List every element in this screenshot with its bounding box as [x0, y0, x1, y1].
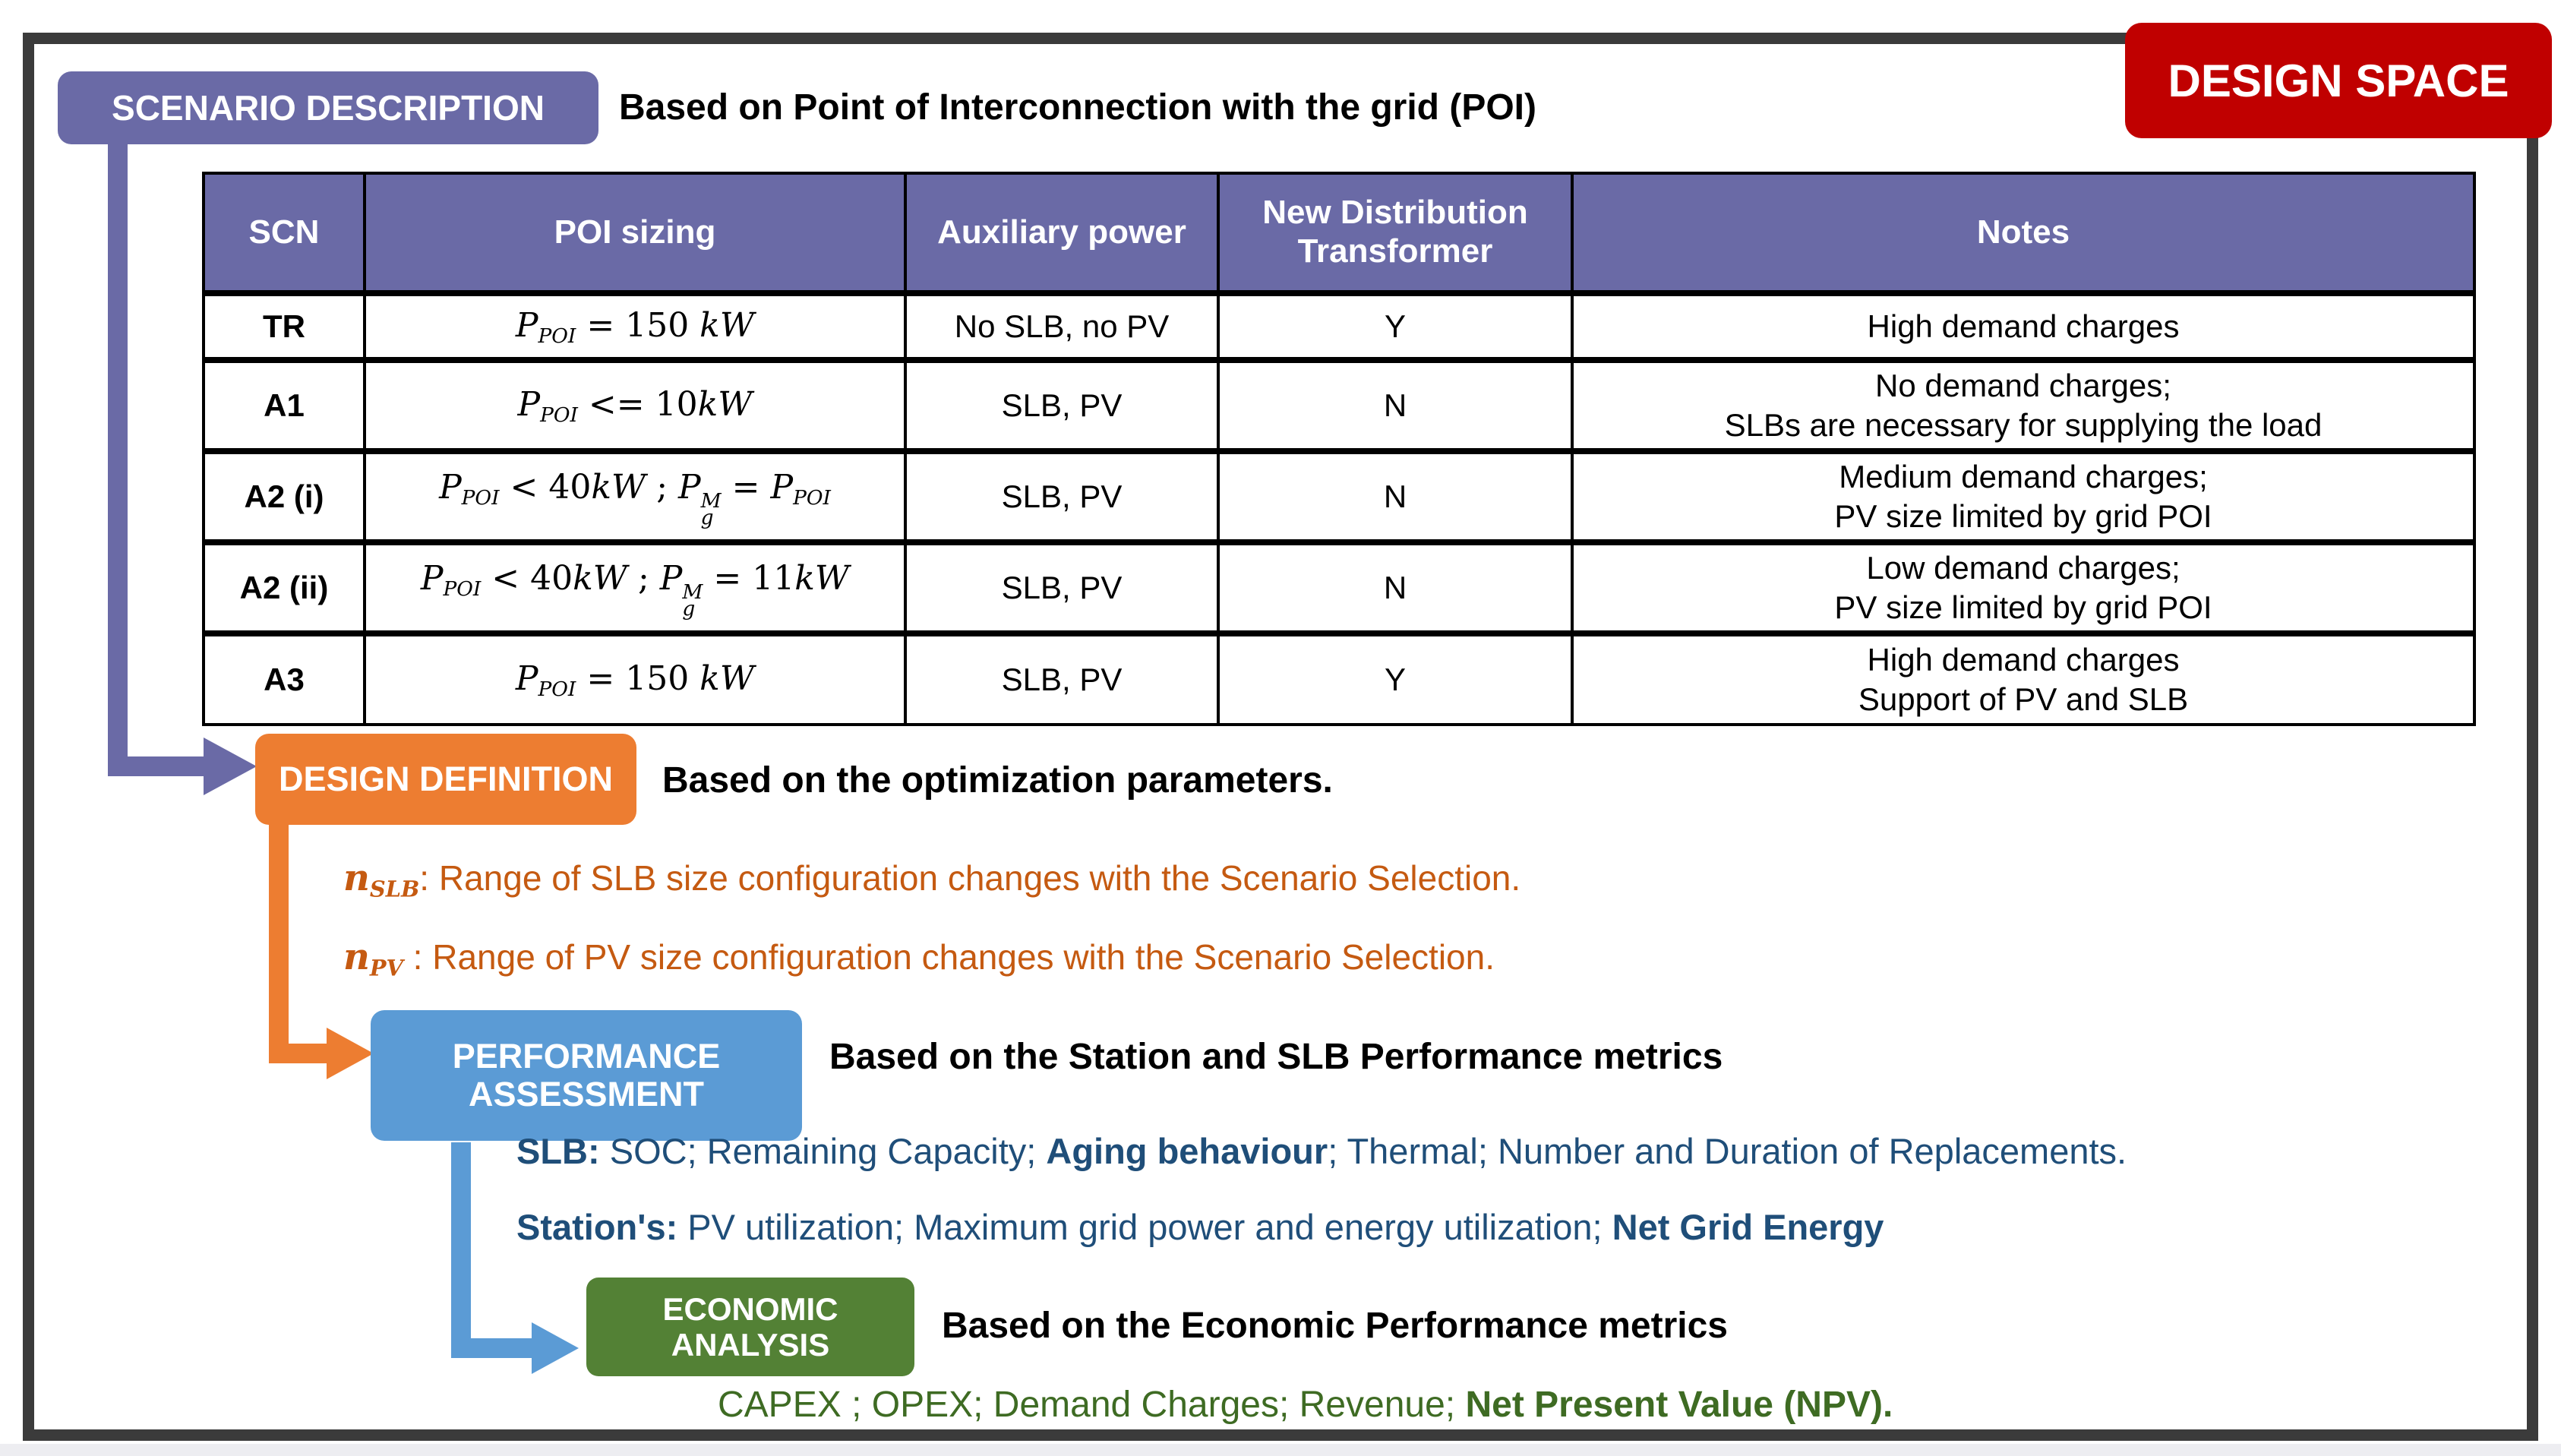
- connector-design-performance-horizontal: [269, 1044, 327, 1063]
- header-poi-sizing: POI sizing: [363, 172, 907, 295]
- connector-scenario-design-vertical: [108, 144, 128, 776]
- screen-bottom-strip: [0, 1444, 2561, 1456]
- performance-label-line2: ASSESSMENT: [468, 1075, 705, 1113]
- cell-auxiliary-power: SLB, PV: [904, 358, 1220, 453]
- header-new-distribution-transformer: New Distribution Transformer: [1217, 172, 1574, 295]
- slb-metrics-line: SLB: SOC; Remaining Capacity; Aging beha…: [516, 1131, 2127, 1171]
- cell-scn: A1: [202, 358, 366, 453]
- cell-notes: Low demand charges; PV size limited by gr…: [1571, 541, 2476, 635]
- arrow-right-icon: [204, 737, 257, 795]
- cell-transformer: Y: [1217, 632, 1574, 726]
- table-header-row: SCN POI sizing Auxiliary power New Distr…: [202, 172, 2476, 295]
- cell-notes: High demand charges: [1571, 292, 2476, 362]
- cell-scn: A2 (i): [202, 450, 366, 544]
- economic-metrics-line: CAPEX ; OPEX; Demand Charges; Revenue; N…: [718, 1385, 1893, 1425]
- connector-design-performance-vertical: [269, 825, 289, 1063]
- table-row: A3 PPOI = 150 kW SLB, PV Y High demand c…: [202, 632, 2476, 726]
- connector-scenario-design-horizontal: [108, 756, 204, 776]
- design-caption: Based on the optimization parameters.: [662, 760, 1333, 801]
- nslb-symbol: nSLB: [343, 857, 420, 902]
- cell-transformer: N: [1217, 450, 1574, 544]
- arrow-right-icon: [327, 1028, 374, 1079]
- design-definition-label: DESIGN DEFINITION: [278, 760, 614, 798]
- economic-label-line2: ANALYSIS: [671, 1327, 830, 1363]
- cell-poi-sizing: PPOI = 150 kW: [363, 292, 907, 362]
- cell-notes: No demand charges; SLBs are necessary for…: [1571, 358, 2476, 453]
- param-line-npv: nPV : Range of PV size configuration cha…: [343, 936, 1495, 981]
- connector-performance-economic-vertical: [451, 1142, 471, 1358]
- connector-performance-economic-horizontal: [451, 1338, 532, 1358]
- scenario-description-label: SCENARIO DESCRIPTION: [112, 88, 545, 128]
- header-notes: Notes: [1571, 172, 2476, 295]
- performance-caption: Based on the Station and SLB Performance…: [829, 1037, 1723, 1077]
- cell-transformer: Y: [1217, 292, 1574, 362]
- cell-auxiliary-power: No SLB, no PV: [904, 292, 1220, 362]
- economic-caption: Based on the Economic Performance metric…: [942, 1306, 1728, 1346]
- cell-scn: A2 (ii): [202, 541, 366, 635]
- cell-auxiliary-power: SLB, PV: [904, 541, 1220, 635]
- header-auxiliary-power: Auxiliary power: [904, 172, 1220, 295]
- cell-scn: TR: [202, 292, 366, 362]
- cell-transformer: N: [1217, 541, 1574, 635]
- cell-poi-sizing: PPOI = 150 kW: [363, 632, 907, 726]
- design-definition-badge: DESIGN DEFINITION: [255, 734, 636, 825]
- npv-symbol: nPV: [343, 936, 403, 981]
- cell-auxiliary-power: SLB, PV: [904, 450, 1220, 544]
- scenario-caption: Based on Point of Interconnection with t…: [619, 87, 1536, 128]
- table-row: A1 PPOI <= 10kW SLB, PV N No demand char…: [202, 358, 2476, 453]
- economic-label-line1: ECONOMIC: [662, 1290, 838, 1327]
- scenario-description-badge: SCENARIO DESCRIPTION: [58, 71, 598, 144]
- npv-text: : Range of PV size configuration changes…: [403, 937, 1495, 977]
- arrow-right-icon: [532, 1322, 579, 1374]
- table-row: TR PPOI = 150 kW No SLB, no PV Y High de…: [202, 292, 2476, 362]
- cell-poi-sizing: PPOI <= 10kW: [363, 358, 907, 453]
- design-space-label: DESIGN SPACE: [2168, 55, 2509, 106]
- scenario-table-container: SCN POI sizing Auxiliary power New Distr…: [202, 172, 2476, 726]
- cell-notes: Medium demand charges; PV size limited by…: [1571, 450, 2476, 544]
- cell-auxiliary-power: SLB, PV: [904, 632, 1220, 726]
- nslb-text: : Range of SLB size configuration change…: [419, 858, 1521, 898]
- station-metrics-line: Station's: PV utilization; Maximum grid …: [516, 1207, 1884, 1247]
- scenario-table: SCN POI sizing Auxiliary power New Distr…: [202, 172, 2476, 726]
- performance-assessment-badge: PERFORMANCE ASSESSMENT: [371, 1010, 802, 1141]
- header-scn: SCN: [202, 172, 366, 295]
- design-space-badge: DESIGN SPACE: [2125, 23, 2552, 138]
- cell-scn: A3: [202, 632, 366, 726]
- performance-label-line1: PERFORMANCE: [452, 1036, 721, 1075]
- cell-transformer: N: [1217, 358, 1574, 453]
- cell-notes: High demand charges Support of PV and SLB: [1571, 632, 2476, 726]
- economic-analysis-badge: ECONOMIC ANALYSIS: [586, 1278, 914, 1376]
- param-line-nslb: nSLB: Range of SLB size configuration ch…: [343, 857, 1520, 902]
